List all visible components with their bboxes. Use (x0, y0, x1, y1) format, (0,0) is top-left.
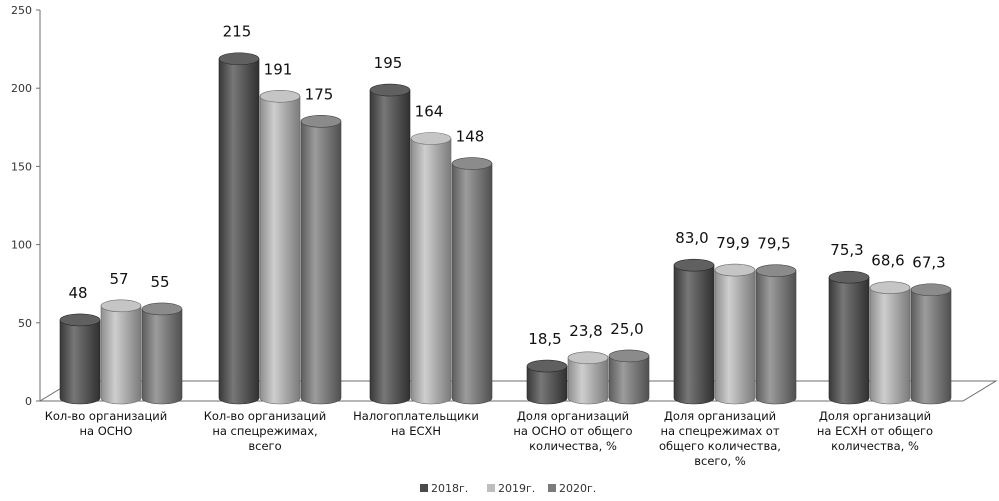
category-label: Налогоплательщики на ЕСХН (353, 409, 479, 438)
y-axis: 0 50 100 150 200 250 (11, 4, 40, 408)
bar-body (100, 305, 142, 405)
legend-item: 2020г. (548, 482, 596, 495)
category-label: Кол-во организаций на ОСНО (45, 409, 168, 438)
bar (410, 132, 452, 405)
bar (218, 52, 260, 405)
bar-body (259, 95, 301, 405)
bar-body (910, 289, 952, 405)
bar-top (218, 52, 260, 66)
category-labels: Кол-во организаций на ОСНО Кол-во организа… (45, 409, 933, 468)
y-tick-label: 200 (11, 82, 32, 95)
bar-top (141, 302, 183, 316)
bar (369, 83, 411, 405)
bar-body (451, 163, 493, 405)
bar (300, 115, 342, 405)
bar (910, 283, 952, 405)
bar-body (369, 89, 411, 405)
category-label: Доля организаций на ОСНО от общего количес… (513, 409, 632, 453)
data-label: 195 (374, 54, 403, 72)
bar-top (673, 258, 715, 272)
bar-top (369, 83, 411, 97)
legend-swatch (487, 484, 495, 492)
bars (59, 52, 952, 405)
legend-label: 2019г. (498, 482, 535, 495)
category-label: Доля организаций на ЕСХН от общего количес… (817, 409, 933, 453)
data-labels: 48 57 55 215 191 175 195 164 148 18,5 23,8 25,0 83,0… (68, 23, 945, 348)
data-label: 79,9 (716, 234, 749, 252)
data-label: 175 (305, 85, 334, 103)
bar (755, 264, 797, 405)
bar (567, 351, 609, 405)
bar-top (59, 313, 101, 327)
data-label: 148 (456, 128, 485, 146)
bar-body (828, 276, 870, 405)
data-label: 67,3 (912, 254, 945, 272)
data-label: 23,8 (569, 322, 602, 340)
bar-body (673, 264, 715, 405)
data-label: 25,0 (610, 320, 643, 338)
bar-body (300, 121, 342, 405)
data-label: 164 (415, 103, 444, 121)
bar-body (714, 269, 756, 405)
bar (100, 299, 142, 405)
bar (259, 89, 301, 405)
y-tick-label: 250 (11, 4, 32, 17)
bar (828, 270, 870, 405)
bar-body (218, 58, 260, 405)
legend-item: 2018г. (420, 482, 468, 495)
bar-top (300, 115, 342, 128)
bar (714, 263, 756, 405)
bar (608, 349, 650, 405)
y-tick-label: 150 (11, 160, 32, 173)
bar-body (755, 270, 797, 405)
data-label: 75,3 (830, 241, 863, 259)
category-label: Кол-во организаций на спецрежимах, всего (204, 409, 327, 453)
y-tick-label: 0 (25, 395, 32, 408)
legend-item: 2019г. (487, 482, 535, 495)
bar (526, 359, 568, 405)
bar (673, 258, 715, 405)
bar-body (567, 357, 609, 405)
data-label: 215 (223, 23, 252, 41)
bar-top (828, 270, 870, 284)
data-label: 48 (68, 284, 87, 302)
bar-top (910, 283, 952, 297)
data-label: 18,5 (528, 330, 561, 348)
category-label: Доля организаций на спецрежимах от общего … (659, 409, 781, 468)
bar-top (100, 299, 142, 313)
y-tick-label: 100 (11, 239, 32, 252)
data-label: 79,5 (757, 235, 790, 253)
bar-body (608, 355, 650, 405)
data-label: 83,0 (675, 229, 708, 247)
bar-top (451, 157, 493, 170)
bar (451, 157, 493, 405)
bar-top (567, 351, 609, 365)
legend-label: 2018г. (431, 482, 468, 495)
bar (869, 281, 911, 405)
bar-top (259, 89, 301, 103)
data-label: 191 (264, 60, 293, 78)
bar-body (141, 308, 183, 405)
bar (141, 302, 183, 405)
legend: 2018г. 2019г. 2020г. (420, 482, 596, 495)
legend-swatch (420, 484, 428, 492)
data-label: 57 (109, 270, 128, 288)
legend-label: 2020г. (559, 482, 596, 495)
data-label: 68,6 (871, 252, 904, 270)
bar-top (526, 359, 568, 373)
bar-top (608, 349, 650, 363)
y-tick-label: 50 (18, 317, 32, 330)
bar-top (714, 263, 756, 277)
bar-top (755, 264, 797, 277)
bar-top (410, 132, 452, 145)
bar-body (526, 365, 568, 405)
bar-body (869, 287, 911, 405)
data-label: 55 (150, 273, 169, 291)
legend-swatch (548, 484, 556, 492)
bar (59, 313, 101, 405)
bar-body (59, 319, 101, 405)
bar-top (869, 281, 911, 295)
bar-body (410, 138, 452, 405)
